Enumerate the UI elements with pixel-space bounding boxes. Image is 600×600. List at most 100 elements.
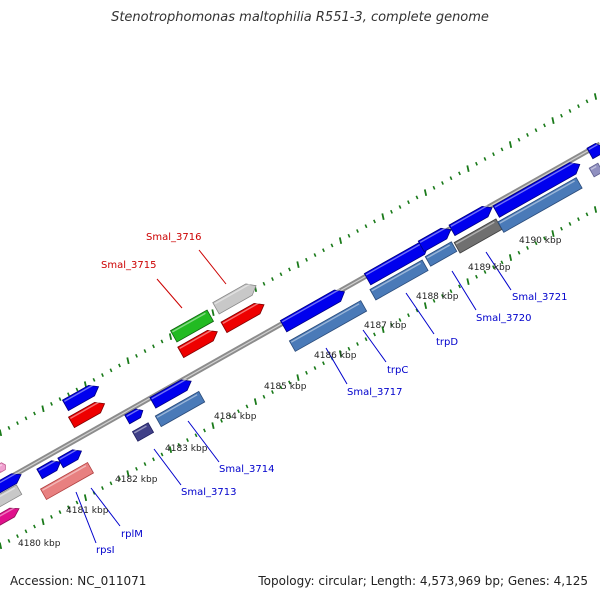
tick-mark — [338, 237, 343, 245]
kbp-tick-label: 4180 kbp — [18, 539, 61, 549]
tick-mark — [305, 370, 308, 375]
tick-mark — [500, 260, 504, 265]
tick-mark — [67, 392, 70, 397]
tick-mark — [508, 141, 513, 148]
leader-line — [405, 292, 435, 335]
gene-arrow — [220, 302, 265, 334]
tick-mark — [449, 289, 453, 294]
leader-line — [198, 249, 227, 285]
tick-mark — [279, 272, 283, 277]
gene-highlight — [222, 302, 260, 324]
gene-arrow — [154, 390, 206, 428]
tick-mark — [347, 346, 351, 351]
kbp-tick-label: 4181 kbp — [66, 506, 109, 516]
gene-body — [212, 283, 257, 315]
kbp-tick-label: 4189 kbp — [468, 263, 511, 273]
tick-mark — [593, 93, 598, 100]
gene-highlight — [126, 408, 140, 417]
tick-mark — [75, 500, 79, 505]
gene-arrow — [0, 462, 6, 473]
tick-mark — [211, 309, 215, 317]
leader-line — [75, 491, 97, 544]
tick-mark — [492, 265, 495, 270]
gene-label: Smal_3717 — [347, 387, 402, 398]
gene-label: trpD — [436, 337, 458, 348]
tick-mark — [101, 486, 104, 491]
tick-mark — [407, 200, 410, 205]
gene-highlight — [290, 303, 360, 343]
gene-arrow — [124, 408, 144, 425]
gene-body — [279, 289, 346, 333]
gene-body — [57, 449, 83, 469]
tick-mark — [33, 524, 36, 529]
gene-body — [220, 302, 265, 334]
tick-mark — [526, 246, 529, 250]
gene-highlight — [365, 241, 424, 276]
gene-highlight — [133, 425, 147, 434]
leader-line — [153, 448, 182, 486]
kbp-tick-label: 4186 kbp — [314, 351, 357, 361]
gene-body — [424, 241, 458, 267]
gene-highlight — [42, 465, 87, 491]
leader-line — [325, 347, 348, 385]
tick-mark — [585, 212, 589, 217]
gene-arrow — [0, 506, 20, 529]
tick-mark — [483, 157, 487, 161]
gene-body — [39, 461, 95, 501]
tick-mark — [152, 457, 155, 462]
kbp-tick-label: 4184 kbp — [214, 412, 257, 422]
tick-mark — [415, 308, 419, 313]
gene-arrow — [67, 401, 106, 429]
tick-mark — [33, 411, 36, 416]
kbp-tick-label: 4185 kbp — [264, 382, 307, 392]
gene-highlight — [371, 262, 421, 292]
tick-mark — [551, 117, 555, 124]
tick-mark — [356, 342, 359, 346]
gene-body — [61, 384, 100, 412]
tick-mark — [220, 418, 223, 423]
tick-mark — [296, 261, 300, 269]
tick-mark — [24, 416, 28, 421]
gene-body — [131, 422, 155, 442]
gene-label: Smal_3721 — [512, 292, 567, 303]
gene-body — [0, 507, 20, 529]
tick-mark — [203, 428, 206, 433]
tick-mark — [126, 470, 130, 478]
gene-label: Smal_3714 — [219, 464, 274, 475]
gene-body — [36, 460, 62, 480]
tick-mark — [568, 109, 572, 113]
tick-mark — [526, 133, 529, 137]
tick-mark — [67, 505, 70, 510]
leader-line — [485, 251, 512, 291]
kbp-tick-label: 4188 kbp — [416, 292, 459, 302]
tick-mark — [24, 529, 28, 534]
gene-arrow — [169, 309, 215, 343]
gene-arrow — [417, 227, 452, 253]
tick-mark — [483, 270, 487, 274]
tick-mark — [152, 344, 155, 349]
tick-mark — [313, 253, 317, 257]
gene-body — [588, 162, 600, 178]
tick-mark — [271, 390, 274, 394]
gene-body — [0, 484, 23, 510]
tick-mark — [16, 421, 19, 426]
tick-mark — [373, 332, 376, 337]
tick-mark — [475, 161, 478, 166]
tick-mark — [415, 195, 419, 200]
gene-body — [0, 462, 6, 473]
gene-highlight — [0, 472, 18, 487]
gene-arrow — [448, 205, 493, 237]
leader-line — [156, 278, 183, 309]
gene-body — [124, 408, 144, 425]
tick-mark — [135, 466, 138, 471]
tick-mark — [237, 409, 240, 414]
leader-line — [451, 270, 477, 311]
tick-mark — [593, 206, 598, 213]
tick-mark — [41, 405, 45, 413]
gene-label: Smal_3715 — [101, 260, 156, 271]
gene-label: trpC — [387, 365, 408, 376]
tick-mark — [118, 476, 121, 481]
tick-mark — [50, 514, 53, 519]
gene-arrow — [279, 288, 346, 333]
